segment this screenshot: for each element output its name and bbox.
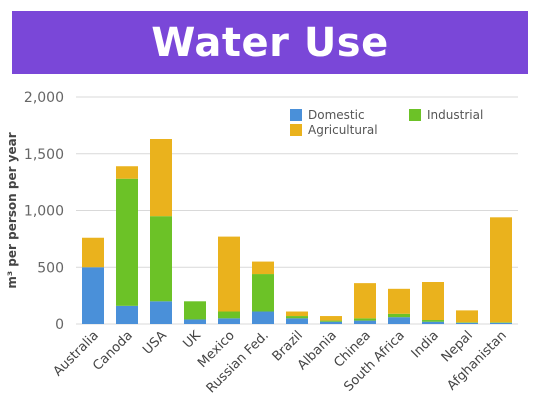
y-axis-label: m³ per person per year [5, 132, 19, 288]
bar-segment-industrial [320, 320, 342, 322]
bar-segment-agricultural [490, 217, 512, 323]
bar-segment-agricultural [252, 261, 274, 275]
bar-segment-industrial [490, 322, 512, 323]
bar-segment-agricultural [218, 236, 240, 312]
bar-segment-domestic [320, 321, 342, 324]
y-tick-label: 2,000 [24, 90, 64, 106]
bar-segment-domestic [456, 322, 478, 324]
bar-segment-industrial [184, 301, 206, 320]
bar-segment-agricultural [116, 166, 138, 179]
title-banner: Water Use [12, 11, 528, 74]
legend-label-domestic: Domestic [308, 108, 365, 122]
y-tick-label: 1,500 [24, 147, 64, 163]
bar-segment-domestic [490, 322, 512, 324]
legend-swatch-domestic [290, 109, 302, 121]
x-tick-label: Australia [51, 328, 102, 379]
bar-segment-industrial [422, 320, 444, 322]
y-tick-label: 500 [37, 260, 64, 276]
legend-swatch-industrial [409, 109, 421, 121]
x-tick-label: UK [180, 328, 204, 352]
bar-segment-agricultural [82, 237, 104, 268]
bar-segment-domestic [354, 320, 376, 324]
bar-segment-domestic [184, 319, 206, 324]
bar-segment-agricultural [456, 310, 478, 323]
bar-segment-domestic [422, 321, 444, 324]
bar-segment-industrial [456, 322, 478, 323]
bar-segment-industrial [286, 316, 308, 319]
bar-segment-domestic [286, 318, 308, 324]
y-tick-label: 1,000 [24, 204, 64, 220]
x-tick-label: South Africa [341, 328, 407, 394]
bar-segment-agricultural [354, 283, 376, 319]
legend-label-agricultural: Agricultural [308, 123, 378, 137]
bar-segment-industrial [150, 216, 172, 302]
bar-segment-domestic [388, 317, 410, 324]
page-title: Water Use [151, 19, 389, 66]
bar-segment-agricultural [388, 288, 410, 314]
bar-segment-agricultural [286, 311, 308, 317]
x-tick-label: India [409, 328, 442, 361]
legend-label-industrial: Industrial [427, 108, 483, 122]
bar-segment-domestic [218, 318, 240, 324]
bar-segment-agricultural [150, 138, 172, 217]
bar-segment-agricultural [320, 316, 342, 321]
bar-segment-domestic [116, 305, 138, 324]
bar-segment-domestic [252, 311, 274, 324]
bar-segment-industrial [218, 311, 240, 319]
bar-segment-agricultural [422, 282, 444, 321]
bar-segment-domestic [150, 301, 172, 324]
bar-segment-industrial [388, 313, 410, 318]
x-tick-label: USA [140, 328, 170, 358]
bar-segment-domestic [82, 267, 104, 324]
bar-segment-industrial [252, 274, 274, 312]
bar-segment-industrial [116, 178, 138, 306]
legend-swatch-agricultural [290, 124, 302, 136]
y-tick-label: 0 [55, 317, 64, 333]
bar-segment-industrial [354, 318, 376, 321]
